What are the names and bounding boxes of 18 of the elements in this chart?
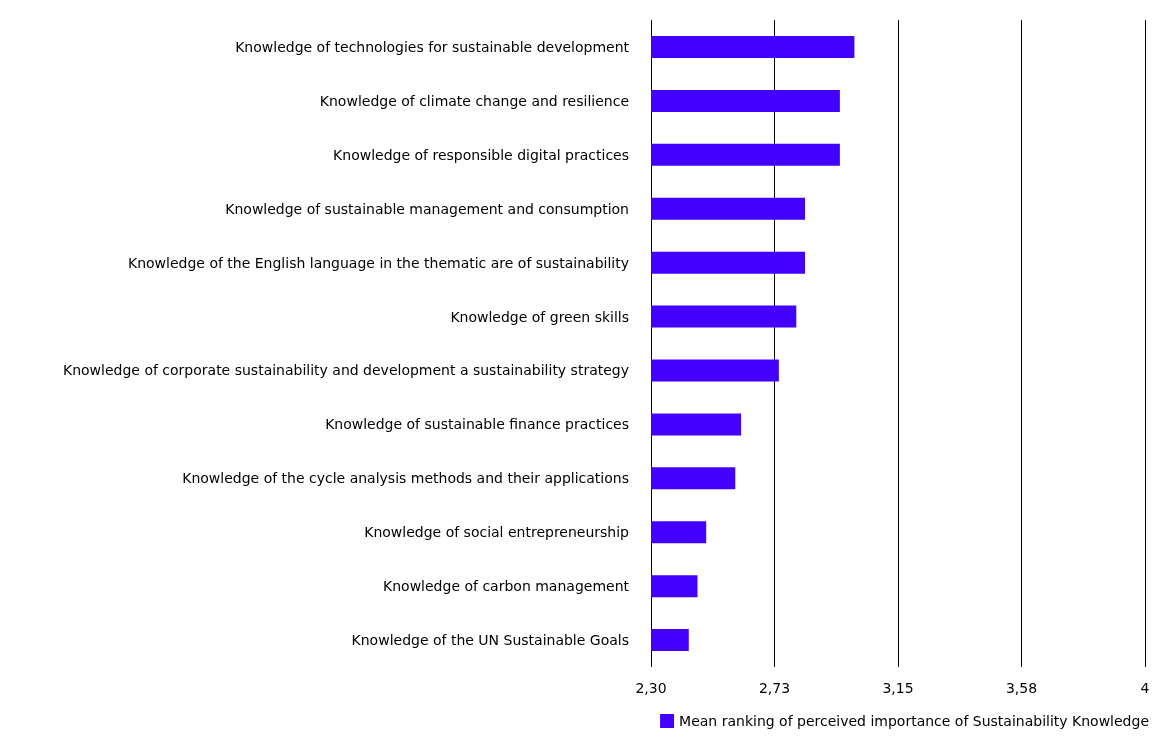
legend-label: Mean ranking of perceived importance of Sustainability Knowledge bbox=[679, 713, 1150, 729]
y-tick-label: Knowledge of the cycle analysis methods and their applications bbox=[182, 470, 629, 487]
y-tick-label: Knowledge of the UN Sustainable Goals bbox=[351, 632, 629, 649]
y-tick-label: Knowledge of technologies for sustainable development bbox=[235, 38, 630, 55]
x-tick-label: 3,58 bbox=[1005, 680, 1038, 696]
x-tick-label: 2,73 bbox=[758, 680, 791, 696]
y-tick-label: Knowledge of social entrepreneurship bbox=[364, 524, 630, 541]
y-tick-label: Knowledge of sustainable management and consumption bbox=[225, 200, 629, 217]
y-tick-label: Knowledge of responsible digital practices bbox=[333, 146, 629, 163]
x-tick-label: 2,30 bbox=[635, 680, 667, 696]
y-tick-label: Knowledge of sustainable finance practices bbox=[325, 416, 629, 433]
x-tick-label: 4 bbox=[1140, 680, 1150, 696]
y-tick-label: Knowledge of carbon management bbox=[383, 578, 630, 595]
x-tick-label: 3,15 bbox=[882, 680, 914, 696]
y-tick-label: Knowledge of the English language in the thematic are of sustainability bbox=[127, 254, 629, 271]
y-tick-label: Knowledge of climate change and resilience bbox=[319, 92, 629, 109]
y-tick-label: Knowledge of green skills bbox=[450, 308, 629, 325]
y-tick-label: Knowledge of corporate sustainability and development a sustainability strategy bbox=[62, 362, 629, 379]
